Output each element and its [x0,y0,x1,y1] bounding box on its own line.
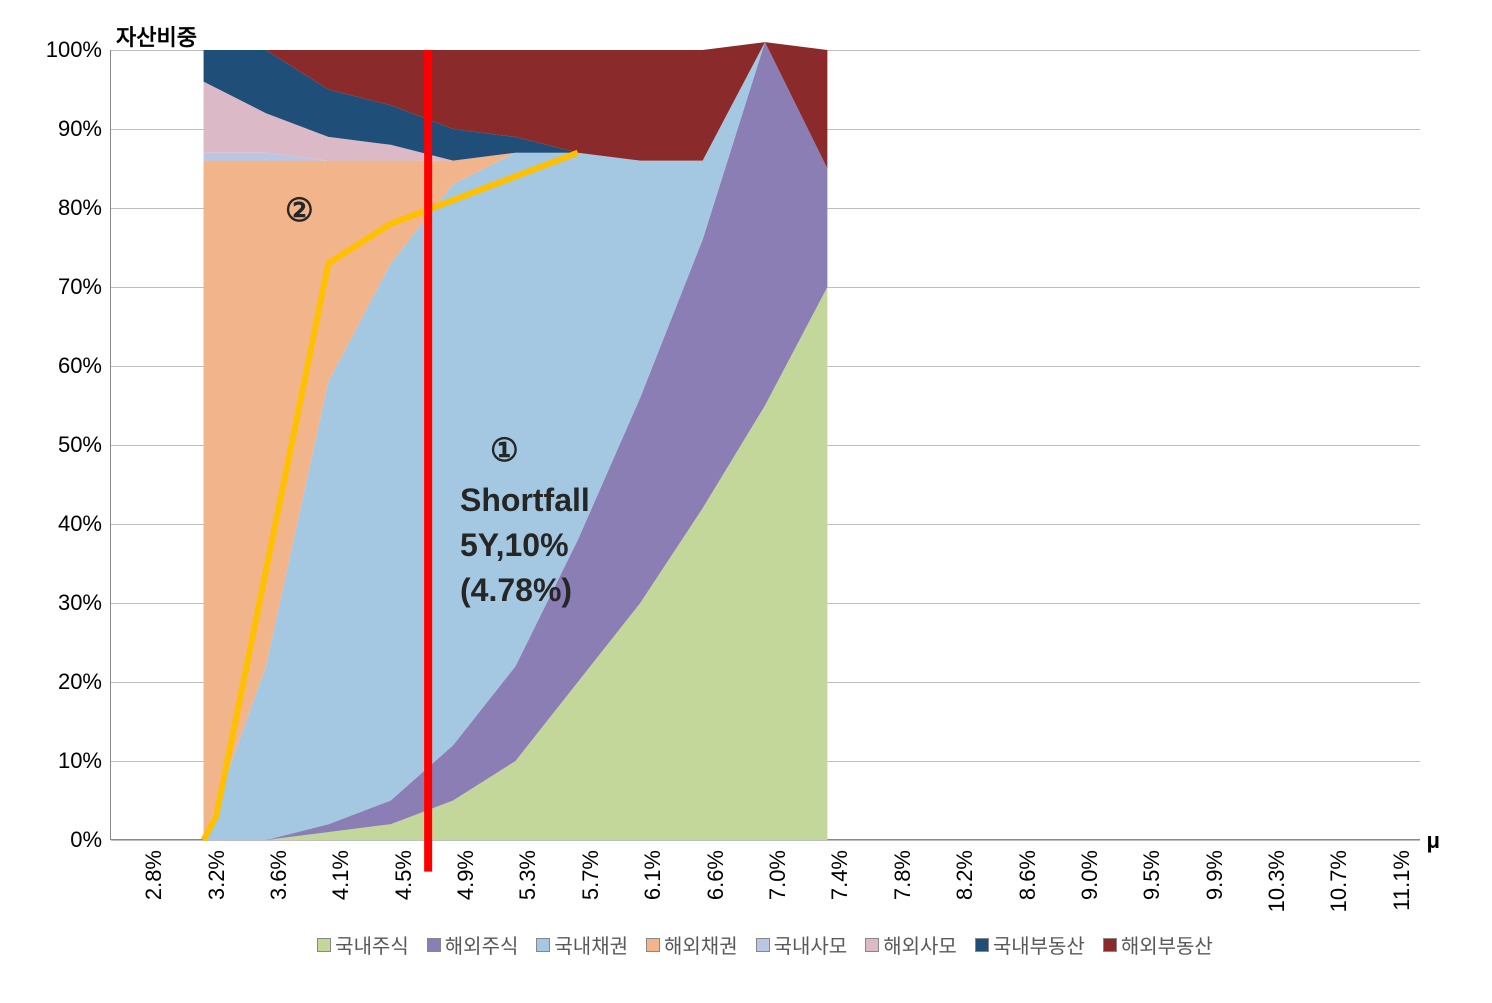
xtick-label: 9.5% [1139,850,1165,900]
legend-label: 해외주식 [445,930,519,959]
legend-label: 국내주식 [335,930,409,959]
legend-item-s5: 국내사모 [756,930,848,959]
ytick-label: 90% [40,116,102,142]
chart-container: 자산비중 μ 0%10%20%30%40%50%60%70%80%90%100%… [40,20,1460,960]
legend-label: 해외부동산 [1121,930,1213,959]
xtick-label: 5.7% [578,850,604,900]
ytick-label: 80% [40,195,102,221]
legend-item-s1: 국내주식 [317,930,409,959]
xtick-label: 3.6% [266,850,292,900]
legend-swatch [756,938,770,952]
ytick-label: 30% [40,590,102,616]
legend-label: 해외사모 [883,930,957,959]
legend-swatch [975,938,989,952]
chart-svg [40,20,1460,960]
xtick-label: 2.8% [141,850,167,900]
legend-swatch [536,938,550,952]
legend-label: 국내사모 [774,930,848,959]
ytick-label: 20% [40,669,102,695]
ytick-label: 0% [40,827,102,853]
legend-swatch [1103,938,1117,952]
xtick-label: 9.0% [1077,850,1103,900]
legend-label: 국내채권 [554,930,628,959]
legend-item-s4: 해외채권 [646,930,738,959]
legend-swatch [427,938,441,952]
annotation-shortfall_2: 5Y,10% [460,525,569,567]
ytick-label: 50% [40,432,102,458]
legend: 국내주식 해외주식 국내채권 해외채권 국내사모 해외사모 국내부동산 해외부동산 [110,930,1420,959]
xtick-label: 4.5% [391,850,417,900]
annotation-shortfall_1: Shortfall [460,480,590,522]
legend-item-s8: 해외부동산 [1103,930,1213,959]
xtick-label: 4.9% [453,850,479,900]
xtick-label: 11.1% [1389,850,1415,911]
legend-swatch [317,938,331,952]
legend-swatch [646,938,660,952]
ytick-label: 10% [40,748,102,774]
annotation-label2: ② [285,190,314,232]
xtick-label: 10.7% [1326,850,1352,912]
annotation-label1: ① [490,430,519,472]
xtick-label: 3.2% [204,850,230,900]
xtick-label: 6.1% [640,850,666,900]
xtick-label: 7.4% [827,850,853,900]
legend-item-s2: 해외주식 [427,930,519,959]
xtick-label: 4.1% [328,850,354,900]
legend-label: 해외채권 [664,930,738,959]
ytick-label: 100% [40,37,102,63]
legend-swatch [865,938,879,952]
xtick-label: 7.8% [890,850,916,900]
ytick-label: 70% [40,274,102,300]
xtick-label: 8.6% [1015,850,1041,900]
xtick-label: 9.9% [1202,850,1228,900]
legend-item-s7: 국내부동산 [975,930,1085,959]
xtick-label: 10.3% [1264,850,1290,912]
xtick-label: 8.2% [952,850,978,900]
xtick-label: 7.0% [765,850,791,900]
ytick-label: 60% [40,353,102,379]
annotation-shortfall_3: (4.78%) [460,570,572,612]
legend-label: 국내부동산 [993,930,1085,959]
xtick-label: 6.6% [703,850,729,900]
legend-item-s6: 해외사모 [865,930,957,959]
xtick-label: 5.3% [515,850,541,900]
ytick-label: 40% [40,511,102,537]
legend-item-s3: 국내채권 [536,930,628,959]
